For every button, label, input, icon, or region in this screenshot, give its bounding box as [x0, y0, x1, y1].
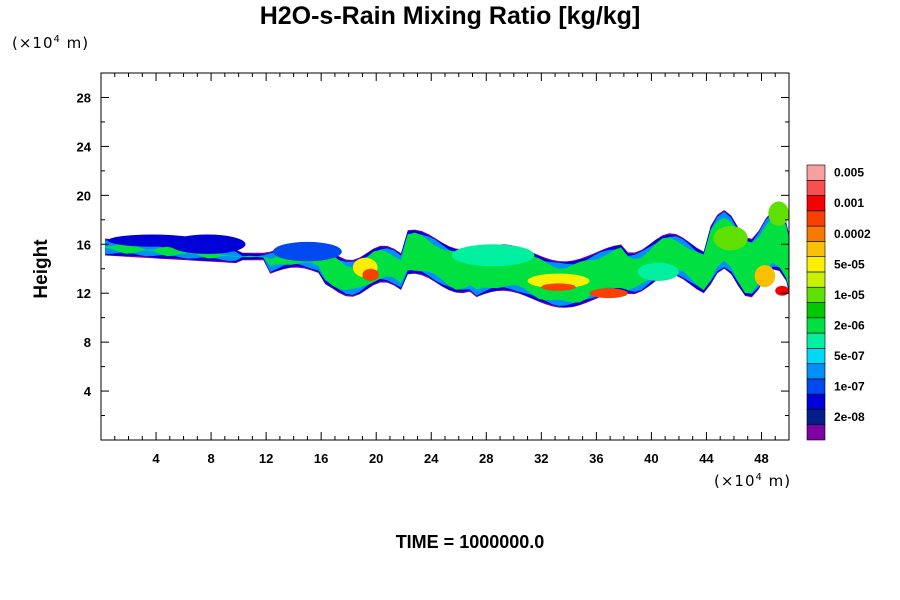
x-tick-label: 40	[644, 451, 658, 466]
x-tick-label: 48	[754, 451, 768, 466]
field-core-12	[775, 285, 789, 296]
colorbar-label: 2e-08	[834, 410, 865, 424]
y-tick-label: 4	[84, 384, 92, 399]
x-tick-label: 32	[534, 451, 548, 466]
colorbar-swatch	[806, 241, 826, 257]
rain-field	[105, 201, 789, 308]
field-core-8	[589, 288, 629, 299]
colorbar-swatch	[806, 348, 826, 364]
colorbar-swatch	[806, 378, 826, 395]
field-core-6	[527, 273, 590, 289]
x-tick-label: 44	[699, 451, 714, 466]
colorbar-label: 0.0002	[834, 227, 871, 241]
colorbar-swatch	[806, 210, 826, 227]
x-tick-label: 4	[152, 451, 160, 466]
y-tick-label: 16	[77, 237, 91, 252]
colorbar-swatch	[806, 332, 826, 349]
x-tick-label: 16	[314, 451, 328, 466]
x-axis-units: (×104 m)	[714, 472, 792, 490]
field-core-11	[754, 265, 776, 288]
colorbar-swatch	[806, 256, 826, 273]
field-core-2	[273, 241, 342, 262]
colorbar-label: 1e-07	[834, 380, 865, 394]
colorbar-label: 0.001	[834, 196, 864, 210]
field-core-4	[362, 268, 379, 281]
x-tick-label: 36	[589, 451, 603, 466]
field-core-1	[169, 234, 246, 255]
y-axis-units: (×104 m)	[12, 34, 90, 52]
y-tick-label: 28	[77, 90, 91, 105]
x-tick-label: 12	[259, 451, 273, 466]
time-label: TIME = 1000000.0	[395, 532, 545, 552]
colorbar-label: 5e-05	[834, 257, 865, 271]
colorbar-swatch	[806, 302, 826, 319]
colorbar-swatch	[806, 424, 826, 441]
colorbar-swatch	[806, 286, 826, 303]
colorbar-swatch	[806, 179, 826, 196]
y-tick-label: 12	[77, 286, 91, 301]
colorbar-swatch	[806, 225, 826, 242]
colorbar-swatch	[806, 271, 826, 288]
x-tick-label: 20	[369, 451, 383, 466]
colorbar-label: 1e-05	[834, 288, 865, 302]
x-tick-label: 24	[424, 451, 439, 466]
colorbar-swatch	[806, 164, 826, 181]
colorbar-label: 2e-06	[834, 318, 865, 332]
field-layer-7	[105, 216, 789, 303]
colorbar-label: 0.005	[834, 166, 864, 180]
field-core-10	[713, 225, 748, 251]
field-core-9	[637, 262, 679, 281]
colorbar-swatch	[806, 195, 826, 212]
colorbar-swatch	[806, 393, 826, 410]
colorbar-swatch	[806, 409, 826, 426]
y-tick-label: 24	[77, 139, 92, 154]
y-tick-label: 8	[84, 335, 91, 350]
field-core-13	[768, 201, 789, 226]
x-tick-label: 8	[207, 451, 214, 466]
field-core-5	[451, 244, 535, 267]
colorbar-label: 5e-07	[834, 349, 865, 363]
chart-title: H2O-s-Rain Mixing Ratio [kg/kg]	[259, 2, 641, 30]
colorbar-swatch	[806, 363, 826, 380]
x-tick-label: 28	[479, 451, 493, 466]
y-tick-label: 20	[77, 188, 91, 203]
colorbar-swatch	[806, 317, 826, 334]
field-core-7	[541, 283, 576, 291]
